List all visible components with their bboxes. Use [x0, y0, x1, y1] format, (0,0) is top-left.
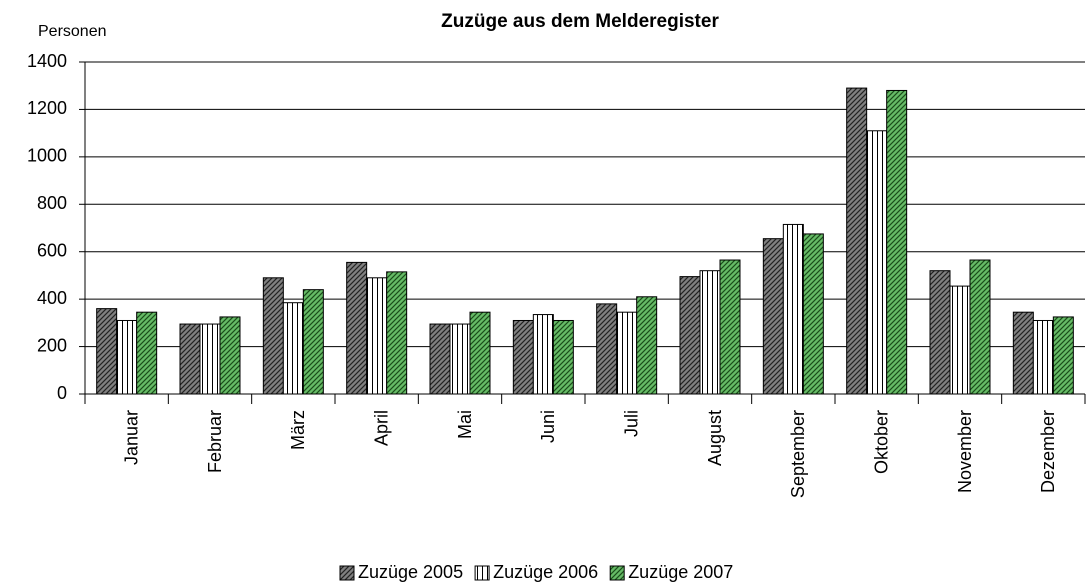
- bar: [969, 259, 991, 395]
- x-tick-label: Februar: [205, 410, 225, 473]
- bar: [762, 238, 784, 395]
- bar: [262, 277, 284, 395]
- bar: [96, 308, 118, 395]
- bar: [782, 223, 804, 395]
- y-axis-label: Personen: [38, 23, 107, 40]
- bar: [949, 285, 971, 395]
- bar: [386, 271, 408, 395]
- bar: [179, 323, 201, 395]
- bar: [846, 87, 868, 395]
- bar: [886, 89, 908, 395]
- legend-label: Zuzüge 2006: [493, 562, 598, 582]
- bar: [679, 276, 701, 395]
- bar: [719, 259, 741, 395]
- bar: [282, 302, 304, 395]
- y-tick-label: 200: [37, 335, 67, 355]
- bar: [199, 323, 221, 395]
- bar: [929, 270, 951, 395]
- bar: [1012, 311, 1034, 395]
- x-tick-label: Juni: [538, 410, 558, 443]
- legend-label: Zuzüge 2007: [628, 562, 733, 582]
- bar: [699, 270, 721, 395]
- x-tick-label: April: [371, 410, 391, 446]
- bar: [802, 233, 824, 395]
- x-tick-label: März: [288, 410, 308, 450]
- bar: [136, 311, 158, 395]
- x-tick-label: Mai: [455, 410, 475, 439]
- bar: [366, 277, 388, 395]
- x-tick-label: November: [955, 410, 975, 493]
- x-tick-label: Dezember: [1038, 410, 1058, 493]
- y-tick-label: 1000: [27, 146, 67, 166]
- y-tick-label: 0: [57, 383, 67, 403]
- legend-swatch: [339, 565, 355, 581]
- legend-swatch: [609, 565, 625, 581]
- bar: [866, 130, 888, 395]
- y-tick-label: 1400: [27, 51, 67, 71]
- bar: [346, 261, 368, 395]
- bar: [616, 311, 638, 395]
- bar: [116, 319, 138, 395]
- bar: [532, 314, 554, 395]
- x-tick-label: Oktober: [871, 410, 891, 474]
- bar: [552, 319, 574, 395]
- y-tick-label: 600: [37, 240, 67, 260]
- bar: [1032, 319, 1054, 395]
- x-tick-label: September: [788, 410, 808, 498]
- bar: [636, 296, 658, 395]
- chart-title: Zuzüge aus dem Melderegister: [441, 11, 719, 32]
- x-tick-label: August: [705, 410, 725, 466]
- y-tick-label: 1200: [27, 98, 67, 118]
- y-tick-label: 800: [37, 193, 67, 213]
- bar: [512, 319, 534, 395]
- bar: [596, 303, 618, 395]
- bar: [449, 323, 471, 395]
- bar: [469, 311, 491, 395]
- legend-label: Zuzüge 2005: [358, 562, 463, 582]
- x-tick-label: Januar: [121, 410, 141, 465]
- bar: [302, 289, 324, 395]
- bar: [219, 316, 241, 395]
- y-tick-label: 400: [37, 288, 67, 308]
- bar: [429, 323, 451, 395]
- bar: [1052, 316, 1074, 395]
- x-tick-label: Juli: [621, 410, 641, 437]
- legend-swatch: [474, 565, 490, 581]
